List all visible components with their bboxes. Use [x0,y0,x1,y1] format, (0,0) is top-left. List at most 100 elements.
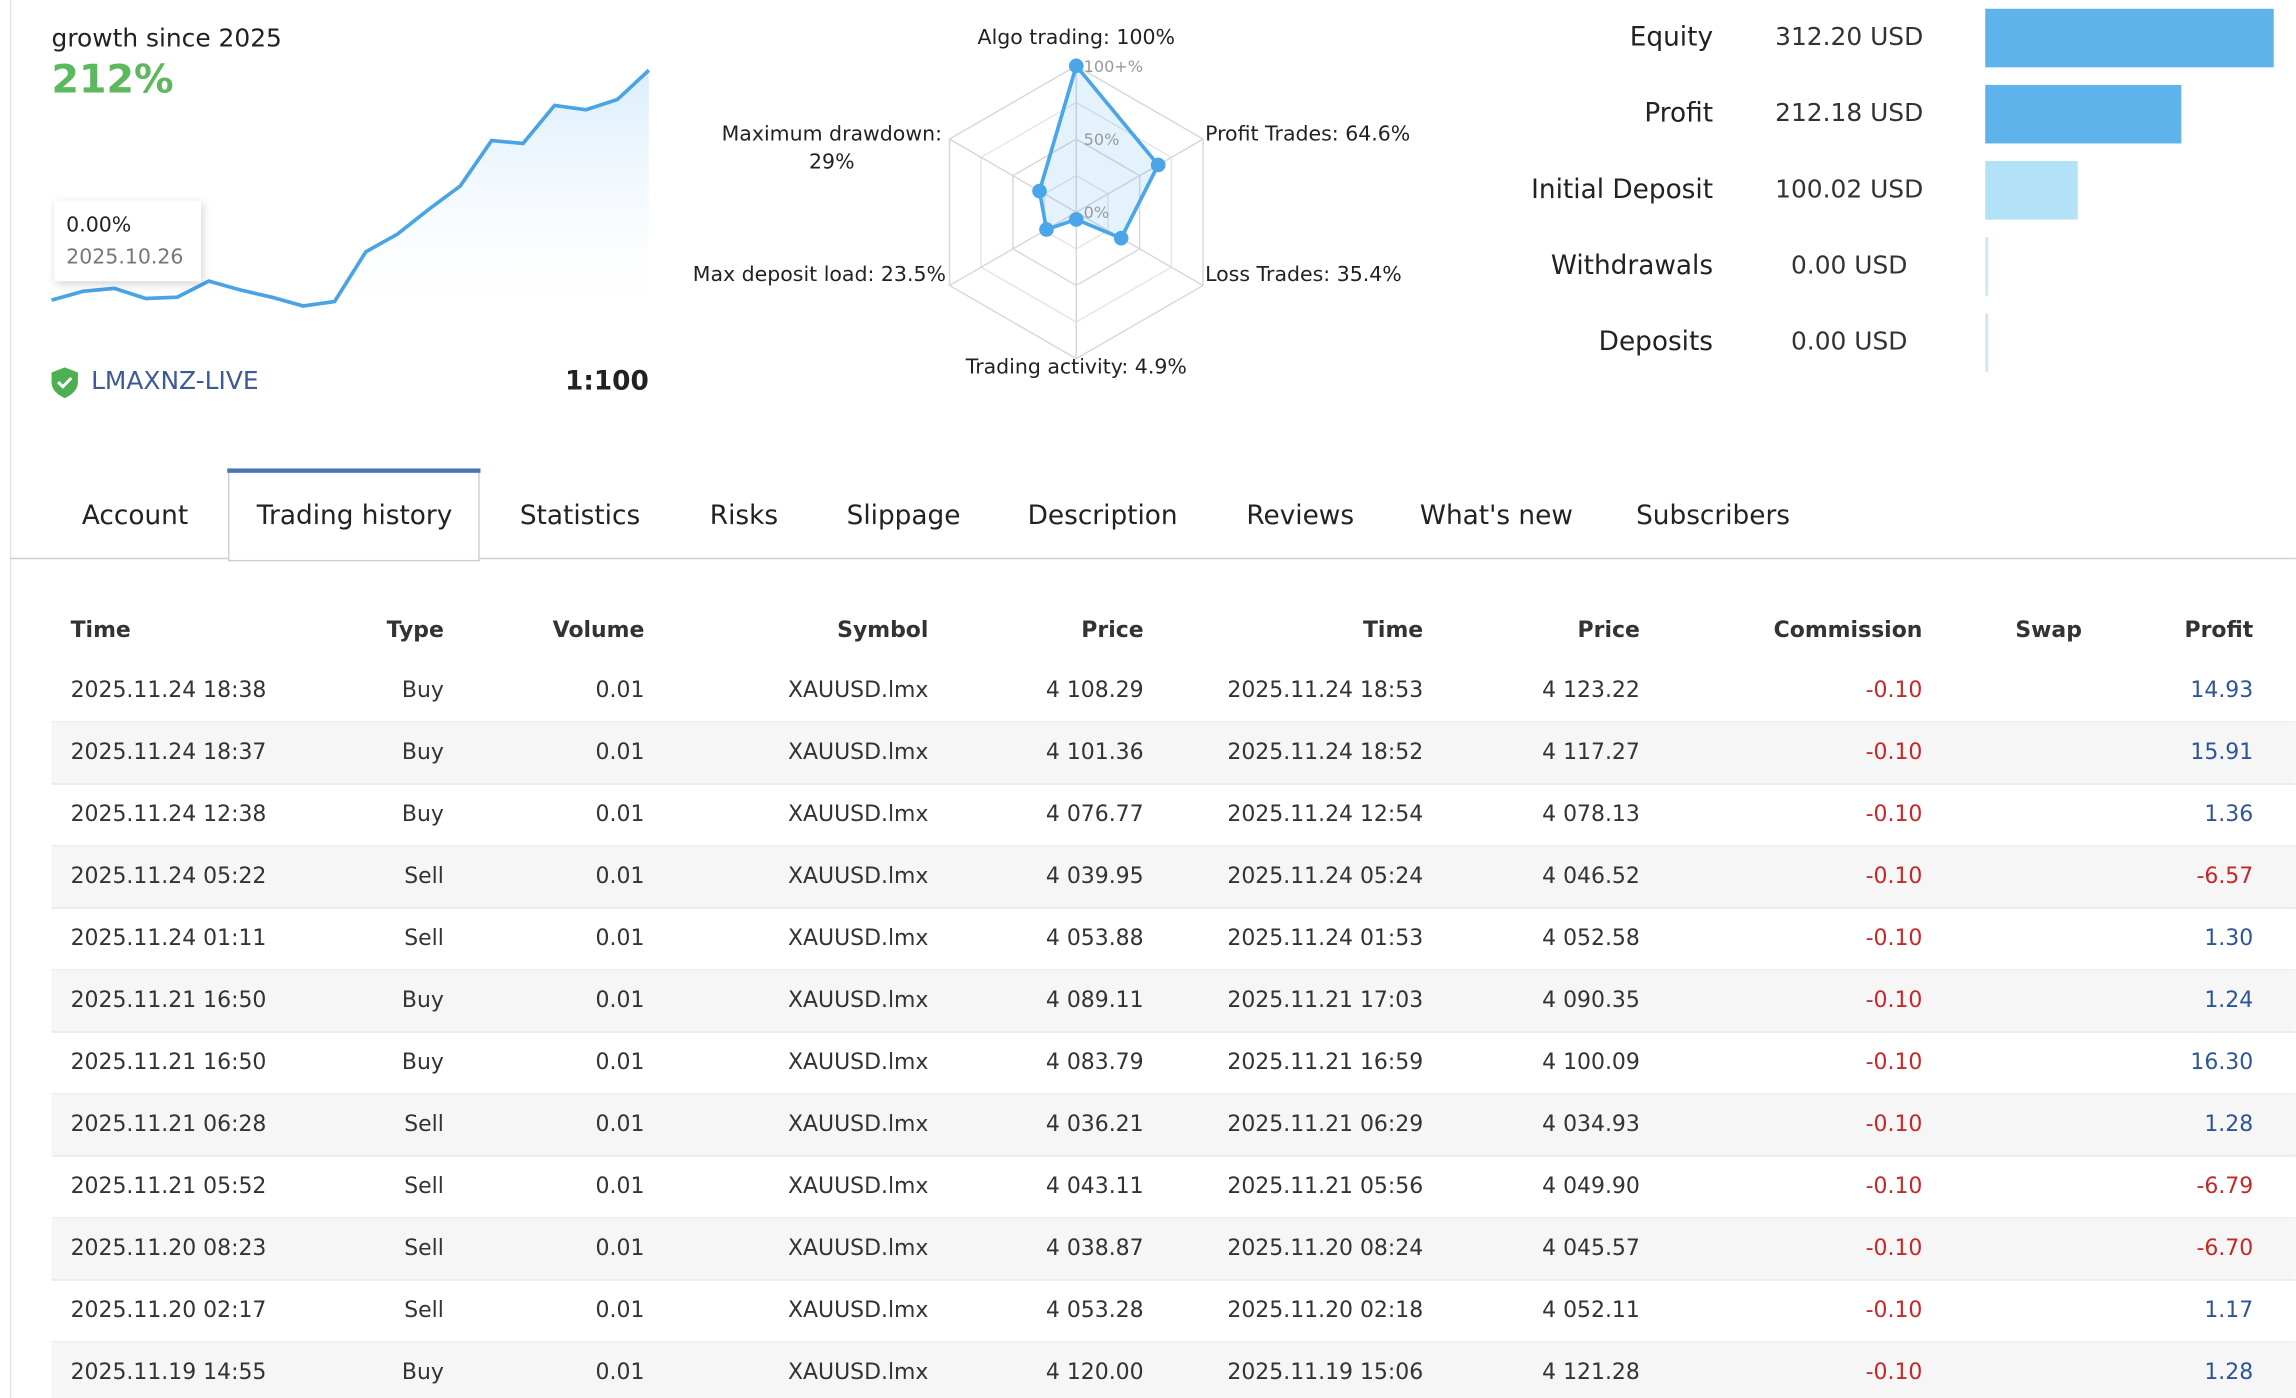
column-header: Swap [2015,618,2082,643]
cell: XAUUSD.lmx [788,1298,928,1323]
cell: Buy [402,1050,444,1075]
radar-spoke [949,211,1077,287]
cell: 4 108.29 [1046,678,1144,703]
tab[interactable]: Trading history [256,501,453,531]
column-header: Profit [2185,618,2254,643]
tab[interactable]: Statistics [520,501,640,531]
row-bg [51,970,2296,1033]
cell: 4 053.88 [1046,926,1144,951]
tooltip-date: 2025.10.26 [66,245,183,269]
column-header: Time [1363,618,1423,643]
radar-point [1068,58,1084,74]
cell: 4 036.21 [1046,1112,1144,1137]
leverage: 1:100 [565,367,649,397]
cell: 2025.11.19 15:06 [1227,1360,1423,1385]
column-header: Type [387,618,444,643]
cell: 0.01 [596,1050,645,1075]
column-header: Price [1578,618,1640,643]
balance-label: Equity [1630,23,1713,53]
cell: -0.10 [1866,1298,1923,1323]
cell: 1.28 [2204,1112,2253,1137]
cell: 0.01 [596,678,645,703]
balance-bar [1985,8,2274,68]
balance-label: Deposits [1599,327,1713,357]
balance-value: 0.00 USD [1791,250,1907,279]
cell: 2025.11.20 02:18 [1227,1298,1423,1323]
cell: 4 038.87 [1046,1236,1144,1261]
tab[interactable]: Account [82,501,188,531]
balance-value: 312.20 USD [1775,22,1923,51]
balance-value: 100.02 USD [1775,174,1923,203]
cell: Buy [402,678,444,703]
cell: Sell [404,926,444,951]
cell: -6.57 [2196,864,2253,889]
cell: 0.01 [596,1360,645,1385]
row-bg [51,1094,2296,1157]
cell: -0.10 [1866,1050,1923,1075]
growth-value: 212% [52,56,174,102]
growth-widget: growth since 2025 212% LMAXNZ-LIVE 1:100… [51,24,651,399]
cell: XAUUSD.lmx [788,988,928,1013]
cell: 0.01 [596,988,645,1013]
column-header: Price [1081,618,1143,643]
trade-table: Time Type Volume Symbol Price Time Price Commis… [51,618,2296,1398]
cell: 4 117.27 [1542,740,1640,765]
radar-tick-label: 100+% [1084,57,1144,76]
tab[interactable]: Slippage [847,501,961,531]
balance-value: 212.18 USD [1775,98,1923,127]
tab[interactable]: Risks [710,501,778,531]
cell: 2025.11.24 05:22 [71,864,267,889]
cell: 4 083.79 [1046,1050,1144,1075]
growth-area [51,70,649,311]
cell: XAUUSD.lmx [788,864,928,889]
radar-label: 29% [809,149,855,173]
cell: 2025.11.21 16:59 [1227,1050,1423,1075]
cell: 2025.11.24 18:52 [1227,740,1423,765]
cell: Buy [402,988,444,1013]
cell: 4 089.11 [1046,988,1144,1013]
cell: 2025.11.19 14:55 [71,1360,267,1385]
cell: 1.30 [2204,926,2253,951]
cell: 2025.11.24 18:38 [71,678,267,703]
cell: 4 045.57 [1542,1236,1640,1261]
tooltip-value: 0.00% [66,212,131,236]
radar-widget: 0% 50% 100+% Algo trading: 100% Profit Trade… [693,25,1410,378]
cell: Sell [404,1236,444,1261]
tab[interactable]: What's new [1420,501,1573,531]
cell: 2025.11.21 06:29 [1227,1112,1423,1137]
tab-active-top [227,468,481,473]
cell: 4 101.36 [1046,740,1144,765]
radar-tick-label: 0% [1084,203,1110,222]
cell: -0.10 [1866,926,1923,951]
cell: XAUUSD.lmx [788,1174,928,1199]
cell: 2025.11.21 05:56 [1227,1174,1423,1199]
cell: 2025.11.24 18:53 [1227,678,1423,703]
cell: 1.36 [2204,802,2253,827]
cell: -0.10 [1866,1236,1923,1261]
cell: XAUUSD.lmx [788,1236,928,1261]
cell: 0.01 [596,1174,645,1199]
radar-point [1039,222,1054,237]
cell: XAUUSD.lmx [788,1360,928,1385]
cell: 0.01 [596,740,645,765]
cell: -0.10 [1866,1360,1923,1385]
radar-spoke [1075,211,1204,287]
cell: 4 046.52 [1542,864,1640,889]
radar-point [1032,183,1047,199]
cell: -0.10 [1866,740,1923,765]
cell: 1.24 [2204,988,2253,1013]
cell: 2025.11.24 12:54 [1227,802,1423,827]
tab-active-bg [227,469,480,562]
tab[interactable]: Description [1028,501,1178,531]
tab[interactable]: Subscribers [1636,501,1790,531]
row-bg [51,722,2296,785]
server-link[interactable]: LMAXNZ-LIVE [91,366,258,395]
tab[interactable]: Reviews [1246,501,1354,531]
cell: -6.79 [2196,1174,2253,1199]
radar-label: Max deposit load: 23.5% [693,262,946,286]
cell: -0.10 [1866,864,1923,889]
row-bg [51,1218,2296,1281]
cell: Sell [404,1298,444,1323]
